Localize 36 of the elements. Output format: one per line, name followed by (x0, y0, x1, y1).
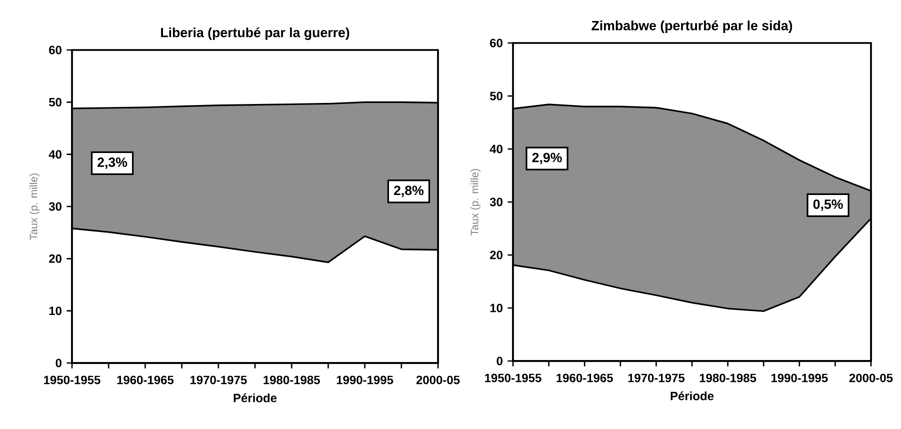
x-tick-label: 1960-1965 (556, 374, 613, 382)
y-tick-label: 40 (48, 150, 62, 159)
x-tick-label: 2000-05 (849, 374, 893, 382)
x-tick-label: 1980-1985 (700, 374, 756, 382)
annotation: 2,8% (394, 186, 424, 198)
y-tick-label: 60 (49, 46, 62, 54)
y-tick-label: 20 (49, 254, 62, 263)
x-tick-label: 1970-1975 (628, 374, 685, 382)
annotation: 0,5% (813, 199, 843, 211)
y-tick-label: 20 (490, 250, 502, 260)
x-axis-title: Période (234, 393, 277, 402)
y-tick-label: 50 (49, 98, 62, 106)
y-tick-label: 10 (490, 304, 502, 312)
x-tick-label: 1950-1955 (44, 376, 100, 384)
x-tick-label: 2000-05 (416, 376, 460, 384)
y-tick-label: 60 (490, 38, 502, 48)
chart-title: Zimbabwe (perturbé par le sida) (592, 20, 792, 33)
x-tick-label: 1950-1955 (485, 374, 542, 382)
chart-title: Liberia (pertubé par la guerre) (161, 27, 350, 40)
annotation: 2,3% (98, 158, 128, 169)
y-axis-title: Taux (p. mille) (470, 168, 480, 236)
y-tick-label: 10 (49, 306, 62, 316)
y-tick-label: 0 (496, 356, 502, 366)
x-tick-label: 1970-1975 (190, 376, 247, 384)
y-axis-title: Taux (p. mille) (30, 173, 40, 240)
y-tick-label: 40 (490, 144, 502, 154)
y-tick-label: 0 (56, 358, 62, 368)
x-tick-label: 1990-1995 (771, 374, 828, 382)
y-tick-label: 30 (48, 202, 62, 211)
y-tick-label: 30 (490, 198, 502, 206)
x-tick-label: 1960-1965 (117, 376, 174, 384)
y-tick-label: 50 (490, 92, 502, 100)
x-tick-label: 1990-1995 (336, 376, 394, 384)
x-axis-title: Période (670, 391, 714, 400)
x-tick-label: 1980-1985 (264, 376, 320, 384)
annotation: 2,9% (532, 152, 562, 164)
